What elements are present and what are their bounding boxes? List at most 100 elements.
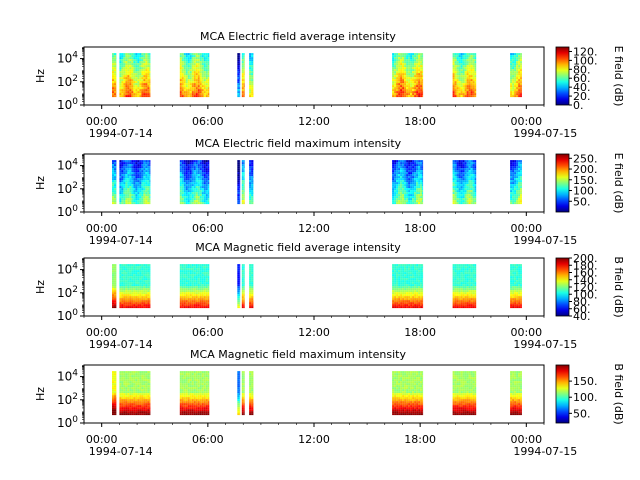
colorbar-tick-label: 200. <box>573 252 598 265</box>
colorbar-tick-label: 100. <box>573 288 598 301</box>
data-block <box>510 53 522 98</box>
y-tick-label: 104 <box>57 158 78 173</box>
colorbar-tick-label: 120. <box>573 45 598 58</box>
colorbar <box>555 46 570 106</box>
x-tick-label: 00:00 <box>86 222 118 235</box>
spectrogram-panel: MCA Magnetic field maximum intensity 100 1… <box>34 348 625 458</box>
data-block <box>119 53 151 98</box>
data-block <box>237 371 241 416</box>
data-block <box>119 371 151 416</box>
colorbar-tick-label: 160. <box>573 267 598 280</box>
colorbar-label: E field (dB) <box>612 153 625 214</box>
colorbar <box>555 257 570 317</box>
colorbar-tick-label: 150. <box>573 174 598 187</box>
x-tick-label: 18:00 <box>404 433 436 446</box>
x-tick-label: 00:00 <box>510 222 542 235</box>
y-tick-label: 100 <box>57 415 78 430</box>
spectrogram-panel: MCA Electric field average intensity 100 1… <box>34 30 625 140</box>
colorbar-label: E field (dB) <box>612 46 625 107</box>
x-tick-label: 00:00 <box>510 433 542 446</box>
data-block <box>112 264 117 309</box>
y-tick-label: 102 <box>57 392 78 407</box>
x-tick-label: 18:00 <box>404 326 436 339</box>
x-tick-label: 06:00 <box>192 115 224 128</box>
x-tick-label: 18:00 <box>404 222 436 235</box>
y-tick-label: 100 <box>57 97 78 112</box>
data-block <box>179 371 210 416</box>
x-tick-label: 12:00 <box>298 326 330 339</box>
spectrogram-panel: MCA Magnetic field average intensity 100 1… <box>34 241 625 351</box>
colorbar-label: B field (dB) <box>612 363 625 424</box>
data-block <box>249 371 254 416</box>
colorbar-tick-label: 140. <box>573 274 598 287</box>
x-tick-label: 12:00 <box>298 115 330 128</box>
y-axis-label: Hz <box>34 280 47 294</box>
x-tick-label: 00:00 <box>86 326 118 339</box>
y-axis-label: Hz <box>34 69 47 83</box>
colorbar <box>555 364 570 424</box>
x-tick-label: 00:00 <box>86 433 118 446</box>
data-block <box>392 160 424 205</box>
colorbar-tick-label: 80. <box>573 63 591 76</box>
y-axis-label: Hz <box>34 176 47 190</box>
y-tick-label: 102 <box>57 74 78 89</box>
colorbar-tick-label: 200. <box>573 163 598 176</box>
spectrogram-panel: MCA Electric field maximum intensity 100 1… <box>34 137 625 247</box>
panel-title: MCA Magnetic field average intensity <box>195 241 401 254</box>
data-block <box>179 160 210 205</box>
colorbar-tick-label: 60. <box>573 72 591 85</box>
data-block <box>249 160 254 205</box>
data-block <box>237 160 241 205</box>
data-block <box>510 264 522 309</box>
colorbar-tick-label: 20. <box>573 90 591 103</box>
data-block <box>241 53 245 98</box>
colorbar-tick-label: 50. <box>573 195 591 208</box>
x-tick-date-label: 1994-07-14 <box>89 445 153 458</box>
x-tick-date-label: 1994-07-14 <box>89 234 153 247</box>
data-block <box>112 53 117 98</box>
data-block <box>237 53 241 98</box>
data-block <box>249 264 254 309</box>
data-block <box>179 53 210 98</box>
y-tick-label: 100 <box>57 308 78 323</box>
colorbar-tick-label: 40. <box>573 81 591 94</box>
data-block <box>241 264 245 309</box>
data-block <box>452 264 477 309</box>
data-block <box>392 264 424 309</box>
colorbar-tick-label: 60. <box>573 303 591 316</box>
data-block <box>119 160 151 205</box>
data-block <box>452 53 477 98</box>
colorbar-tick-label: 120. <box>573 281 598 294</box>
x-tick-date-label: 1994-07-15 <box>513 445 577 458</box>
data-block <box>249 53 254 98</box>
panel-title: MCA Magnetic field maximum intensity <box>190 348 406 361</box>
data-block <box>241 160 245 205</box>
data-block <box>119 264 151 309</box>
x-tick-date-label: 1994-07-14 <box>89 127 153 140</box>
x-tick-label: 06:00 <box>192 433 224 446</box>
x-tick-label: 00:00 <box>510 115 542 128</box>
data-block <box>392 53 424 98</box>
y-tick-label: 104 <box>57 369 78 384</box>
x-tick-date-label: 1994-07-15 <box>513 127 577 140</box>
data-block <box>179 264 210 309</box>
x-tick-label: 12:00 <box>298 222 330 235</box>
colorbar-tick-label: 250. <box>573 152 598 165</box>
colorbar-tick-label: 100. <box>573 391 598 404</box>
colorbar-tick-label: 100. <box>573 54 598 67</box>
colorbar-tick-label: 50. <box>573 407 591 420</box>
colorbar <box>555 153 570 213</box>
y-tick-label: 104 <box>57 262 78 277</box>
y-tick-label: 102 <box>57 285 78 300</box>
x-tick-label: 18:00 <box>404 115 436 128</box>
data-block <box>112 160 117 205</box>
colorbar-label: B field (dB) <box>612 256 625 317</box>
data-block <box>112 371 117 416</box>
x-tick-label: 12:00 <box>298 433 330 446</box>
y-tick-label: 102 <box>57 181 78 196</box>
x-tick-date-label: 1994-07-15 <box>513 338 577 351</box>
colorbar-tick-label: 150. <box>573 375 598 388</box>
x-tick-label: 06:00 <box>192 326 224 339</box>
data-block <box>241 371 245 416</box>
